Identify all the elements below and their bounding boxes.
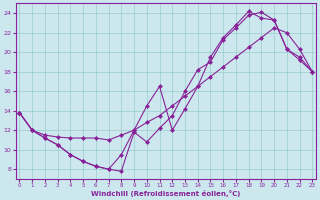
X-axis label: Windchill (Refroidissement éolien,°C): Windchill (Refroidissement éolien,°C) [91,190,241,197]
